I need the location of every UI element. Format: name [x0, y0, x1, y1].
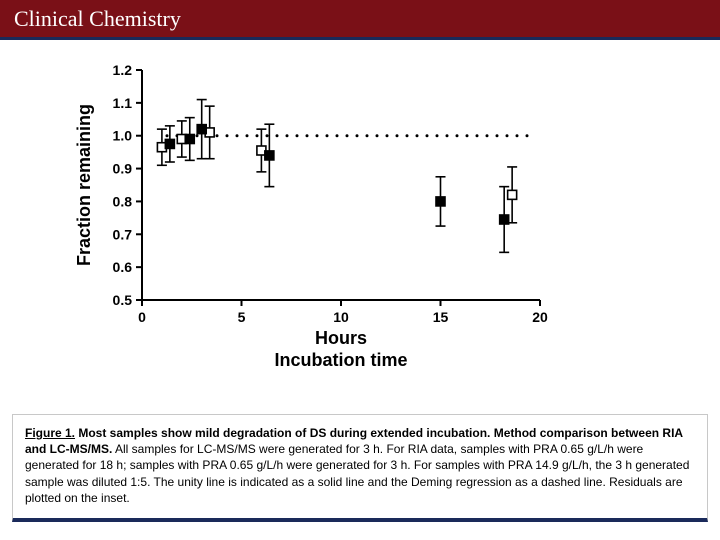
figure-caption: Figure 1. Most samples show mild degrada… — [12, 414, 708, 522]
svg-text:1.0: 1.0 — [113, 128, 133, 144]
svg-text:0.7: 0.7 — [113, 226, 133, 242]
y-label: Fraction remaining — [74, 104, 94, 266]
x-label-bottom: Incubation time — [274, 350, 407, 370]
svg-text:0.6: 0.6 — [113, 259, 133, 275]
header-bar: Clinical Chemistry — [0, 0, 720, 40]
svg-text:10: 10 — [333, 309, 349, 325]
svg-text:5: 5 — [238, 309, 246, 325]
data-point — [265, 151, 274, 160]
svg-text:0.8: 0.8 — [113, 193, 133, 209]
data-point — [165, 139, 174, 148]
chart-container: 0.5 0.6 0.7 0.8 0.9 1.0 1.1 1.2 0 5 10 15 20 HoursInc… — [70, 60, 570, 370]
svg-text:0.5: 0.5 — [113, 292, 133, 308]
chart-svg: 0.5 0.6 0.7 0.8 0.9 1.0 1.1 1.2 0 5 10 15 20 HoursInc… — [70, 60, 570, 370]
svg-text:20: 20 — [532, 309, 548, 325]
x-label-top: Hours — [315, 328, 367, 348]
caption-rest: All samples for LC-MS/MS were generated … — [25, 442, 689, 505]
svg-text:15: 15 — [433, 309, 449, 325]
data-point — [197, 125, 206, 134]
header-title: Clinical Chemistry — [14, 6, 181, 31]
svg-text:0.9: 0.9 — [113, 161, 133, 177]
svg-text:0: 0 — [138, 309, 146, 325]
svg-text:1.2: 1.2 — [113, 62, 133, 78]
data-point — [508, 190, 517, 199]
data-point — [185, 135, 194, 144]
caption-lead: Figure 1. — [25, 426, 75, 440]
svg-text:1.1: 1.1 — [113, 95, 133, 111]
data-point — [436, 197, 445, 206]
data-point — [500, 215, 509, 224]
